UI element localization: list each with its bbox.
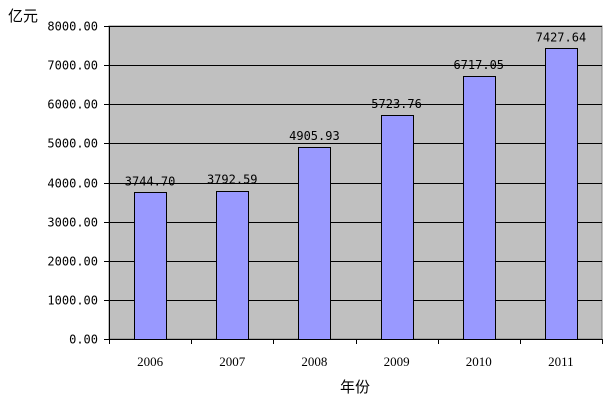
x-tick-label: 2009 bbox=[384, 354, 410, 369]
y-tick-label: 5000.00 bbox=[47, 137, 98, 151]
y-tick-label: 7000.00 bbox=[47, 59, 98, 73]
y-tick-label: 8000.00 bbox=[47, 20, 98, 34]
y-tick-label: 3000.00 bbox=[47, 216, 98, 230]
axes bbox=[104, 26, 603, 344]
plot-area bbox=[108, 25, 603, 340]
y-axis-title: 亿元 bbox=[8, 7, 38, 25]
y-tick-label: 2000.00 bbox=[47, 255, 98, 269]
data-label: 3792.59 bbox=[207, 173, 258, 187]
x-axis-title: 年份 bbox=[340, 378, 370, 396]
tick-labels: 0.00 1000.00 2000.00 3000.00 4000.00 5000.00 6… bbox=[47, 20, 573, 370]
bars bbox=[134, 48, 578, 340]
data-label: 7427.64 bbox=[536, 30, 587, 44]
data-label: 5723.76 bbox=[371, 97, 422, 111]
y-tick-label: 4000.00 bbox=[47, 177, 98, 191]
bar-2010 bbox=[463, 76, 496, 340]
bar-2007 bbox=[216, 191, 249, 340]
bar-2011 bbox=[545, 48, 578, 340]
gridlines bbox=[109, 26, 602, 301]
data-labels: 3744.70 3792.59 4905.93 5723.76 6717.05 7427.… bbox=[125, 30, 586, 188]
x-tick-label: 2010 bbox=[466, 354, 492, 369]
data-label: 3744.70 bbox=[125, 174, 176, 188]
x-tick-label: 2011 bbox=[548, 354, 574, 369]
y-tick-label: 1000.00 bbox=[47, 294, 98, 308]
bar-2006 bbox=[134, 192, 167, 340]
x-tick-label: 2006 bbox=[137, 354, 164, 369]
data-label: 6717.05 bbox=[453, 58, 504, 72]
data-label: 4905.93 bbox=[289, 129, 340, 143]
bar-2008 bbox=[298, 147, 331, 340]
x-tick-label: 2008 bbox=[301, 354, 327, 369]
y-tick-label: 6000.00 bbox=[47, 98, 98, 112]
y-tick-label: 0.00 bbox=[69, 333, 98, 347]
bar-2009 bbox=[381, 115, 414, 340]
x-tick-label: 2007 bbox=[219, 354, 246, 369]
